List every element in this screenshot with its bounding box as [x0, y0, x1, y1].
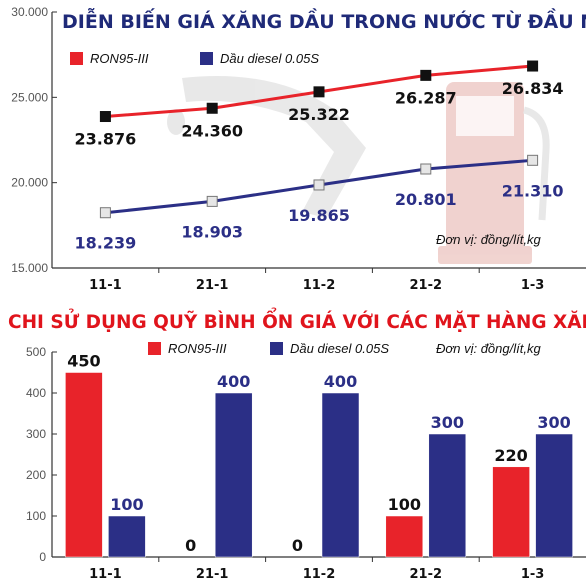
- ron95-bar-label: 0: [185, 536, 196, 555]
- line-chart-legend: RON95-III Dầu diesel 0.05S: [70, 51, 319, 66]
- x-tick-label: 1-3: [521, 278, 545, 293]
- ron95-bar: [65, 372, 103, 558]
- y-tick-label: 30.000: [11, 5, 48, 19]
- legend-label-diesel: Dầu diesel 0.05S: [220, 51, 319, 66]
- bar-y-tick-label: 400: [26, 386, 46, 400]
- ron95-point: [420, 69, 432, 81]
- diesel-value-label: 18.903: [181, 222, 243, 241]
- ron95-bar-label: 100: [388, 495, 421, 514]
- diesel-value-label: 19.865: [288, 206, 350, 225]
- bar-x-tick-label: 21-1: [196, 567, 229, 582]
- ron95-point: [527, 60, 539, 72]
- ron95-value-label: 26.287: [395, 88, 457, 107]
- bar-y-tick-label: 0: [39, 550, 46, 564]
- y-tick-label: 15.000: [11, 261, 48, 275]
- x-tick-label: 11-2: [303, 278, 336, 293]
- diesel-point: [313, 179, 325, 191]
- bar-chart-unit: Đơn vị: đồng/lít,kg: [436, 341, 541, 356]
- line-chart-title: DIỄN BIẾN GIÁ XĂNG DẦU TRONG NƯỚC TỪ ĐẦU…: [62, 6, 586, 33]
- line-chart-axes: [51, 12, 586, 269]
- ron95-bar: [385, 515, 424, 558]
- bar-chart-bars: [65, 372, 573, 558]
- diesel-bar-label: 400: [324, 372, 357, 391]
- bar-y-tick-label: 300: [26, 427, 46, 441]
- bar-chart-data-labels: 450 100 0 400 0 400 100 300 220 300: [67, 352, 571, 556]
- bar-y-tick-label: 500: [26, 345, 46, 359]
- legend-swatch-diesel-bar: [270, 342, 283, 355]
- ron95-point: [99, 111, 111, 123]
- legend-label-ron95-bar: RON95-III: [168, 341, 227, 356]
- bar-x-tick-label: 11-1: [89, 567, 122, 582]
- bar-chart-title: CHI SỬ DỤNG QUỸ BÌNH ỔN GIÁ VỚI CÁC MẶT …: [8, 308, 586, 333]
- x-tick-label: 21-1: [196, 278, 229, 293]
- bar-y-tick-label: 100: [26, 509, 46, 523]
- bar-chart-x-ticks: 11-1 21-1 11-2 21-2 1-3: [89, 557, 544, 582]
- diesel-bar: [428, 433, 467, 558]
- ron95-bar-label: 450: [67, 352, 100, 371]
- line-chart-unit: Đơn vị: đồng/lít,kg: [436, 232, 541, 247]
- legend-swatch-ron95: [70, 52, 83, 65]
- bar-y-tick-label: 200: [26, 468, 46, 482]
- diesel-point: [420, 163, 432, 175]
- legend-label-ron95: RON95-III: [90, 51, 149, 66]
- diesel-point: [206, 195, 218, 207]
- bar-chart-legend: RON95-III Dầu diesel 0.05S: [148, 341, 389, 356]
- y-tick-label: 25.000: [11, 90, 48, 104]
- ron95-value-label: 23.876: [75, 130, 137, 149]
- legend-swatch-diesel: [200, 52, 213, 65]
- line-chart-y-ticks: 15.000 20.000 25.000 30.000: [11, 5, 57, 275]
- ron95-value-label: 26.834: [502, 79, 564, 98]
- diesel-bar: [535, 433, 573, 558]
- diesel-point: [99, 207, 111, 219]
- ron95-value-label: 24.360: [181, 121, 243, 140]
- diesel-bar: [108, 515, 146, 558]
- y-tick-label: 20.000: [11, 176, 48, 190]
- ron95-bar-label: 220: [494, 446, 527, 465]
- line-chart-data-labels: 23.876 24.360 25.322 26.287 26.834 18.239 18.9…: [75, 79, 564, 253]
- ron95-bar: [492, 466, 530, 558]
- bar-chart-y-ticks: 0 100 200 300 400 500: [26, 345, 57, 564]
- diesel-bar-label: 400: [217, 372, 250, 391]
- diesel-value-label: 18.239: [75, 234, 137, 253]
- x-tick-label: 21-2: [410, 278, 443, 293]
- bar-x-tick-label: 11-2: [303, 567, 336, 582]
- diesel-bar-label: 300: [431, 413, 464, 432]
- legend-label-diesel-bar: Dầu diesel 0.05S: [290, 341, 389, 356]
- diesel-value-label: 21.310: [502, 181, 564, 200]
- line-chart-x-ticks: 11-1 21-1 11-2 21-2 1-3: [89, 268, 544, 293]
- line-chart-series: [99, 60, 539, 219]
- x-tick-label: 11-1: [89, 278, 122, 293]
- bar-x-tick-label: 1-3: [521, 567, 545, 582]
- legend-swatch-ron95-bar: [148, 342, 161, 355]
- diesel-bar-label: 100: [110, 495, 143, 514]
- ron95-point: [313, 86, 325, 98]
- bar-x-tick-label: 21-2: [410, 567, 443, 582]
- diesel-value-label: 20.801: [395, 190, 457, 209]
- ron95-point: [206, 102, 218, 114]
- diesel-bar: [321, 392, 360, 558]
- diesel-bar: [214, 392, 253, 558]
- ron95-bar-label: 0: [292, 536, 303, 555]
- diesel-point: [527, 154, 539, 166]
- diesel-bar-label: 300: [537, 413, 570, 432]
- ron95-value-label: 25.322: [288, 105, 350, 124]
